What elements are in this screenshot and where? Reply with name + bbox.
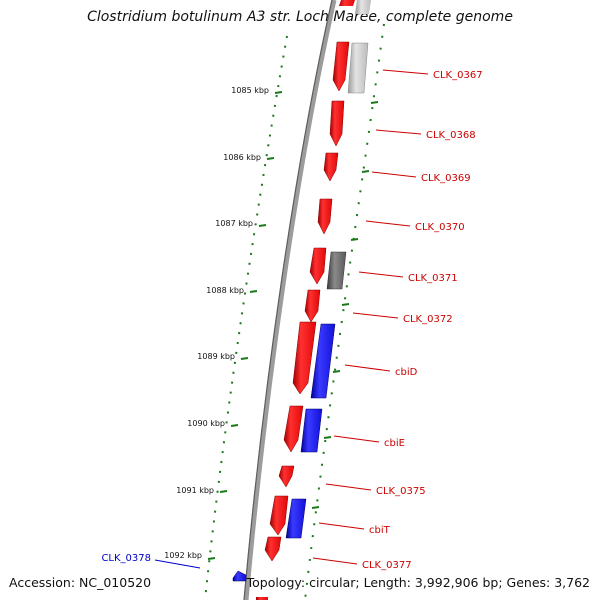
gene-label[interactable]: CLK_0369 xyxy=(421,173,471,184)
topology-text: Topology: circular; Length: 3,992,906 bp… xyxy=(246,575,590,590)
label-leaders xyxy=(154,69,429,569)
feature-CLK_0371[interactable] xyxy=(309,247,347,290)
outer-tick-track xyxy=(304,23,385,600)
ruler: 1085 kbp 1086 kbp 1087 kbp 1088 kbp 1089… xyxy=(164,86,283,560)
feature-CLK_0372[interactable] xyxy=(304,289,321,323)
map-title: Clostridium botulinum A3 str. Loch Maree… xyxy=(87,9,513,25)
gene-labels: CLK_0367 CLK_0368 CLK_0369 CLK_0370 CLK_… xyxy=(101,70,482,571)
ruler-tick-label: 1092 kbp xyxy=(164,551,202,560)
gene-label[interactable]: CLK_0375 xyxy=(376,486,426,497)
feature-cbiD[interactable] xyxy=(292,321,336,399)
ruler-tick: 1092 kbp xyxy=(164,551,216,560)
feature-CLK_0367[interactable] xyxy=(332,0,371,94)
ruler-tick-label: 1086 kbp xyxy=(223,153,261,162)
gene-label[interactable]: CLK_0371 xyxy=(408,273,458,284)
accession-text: Accession: NC_010520 xyxy=(9,575,152,590)
feature-CLK_0370[interactable] xyxy=(317,198,333,235)
gene-label[interactable]: CLK_0378 xyxy=(101,553,151,564)
ruler-tick-label: 1090 kbp xyxy=(187,419,225,428)
ruler-tick: 1090 kbp xyxy=(187,419,239,428)
gene-label[interactable]: cbiT xyxy=(369,525,391,536)
feature-CLK_0377[interactable] xyxy=(256,536,282,600)
ruler-tick: 1089 kbp xyxy=(197,352,249,361)
ruler-tick: 1086 kbp xyxy=(223,153,275,162)
gene-label[interactable]: CLK_0377 xyxy=(362,560,412,571)
ruler-tick-label: 1089 kbp xyxy=(197,352,235,361)
ruler-tick-label: 1085 kbp xyxy=(231,86,269,95)
gene-label[interactable]: CLK_0368 xyxy=(426,130,476,141)
ruler-tick: 1085 kbp xyxy=(231,86,283,95)
gene-label[interactable]: CLK_0367 xyxy=(433,70,483,81)
ruler-tick: 1088 kbp xyxy=(206,286,258,295)
feature-CLK_0369[interactable] xyxy=(323,152,339,182)
chromosome-backbone xyxy=(243,0,337,600)
gene-label[interactable]: CLK_0372 xyxy=(403,314,453,325)
feature-cbiT[interactable] xyxy=(269,495,307,539)
feature-CLK_0375[interactable] xyxy=(278,465,295,488)
ruler-tick-label: 1087 kbp xyxy=(215,219,253,228)
ruler-tick-label: 1091 kbp xyxy=(176,486,214,495)
ruler-tick: 1091 kbp xyxy=(176,486,228,495)
outer-tick-marks xyxy=(311,101,379,509)
gene-label[interactable]: cbiD xyxy=(395,367,418,378)
ruler-tick-label: 1088 kbp xyxy=(206,286,244,295)
feature-cbiE[interactable] xyxy=(283,405,323,453)
gene-label[interactable]: cbiE xyxy=(384,438,405,449)
gene-label[interactable]: CLK_0370 xyxy=(415,222,465,233)
ruler-tick: 1087 kbp xyxy=(215,219,267,228)
feature-CLK_0378[interactable] xyxy=(232,570,247,582)
chromosome-backbone-highlight xyxy=(243,0,333,600)
feature-CLK_0368[interactable] xyxy=(329,100,345,147)
